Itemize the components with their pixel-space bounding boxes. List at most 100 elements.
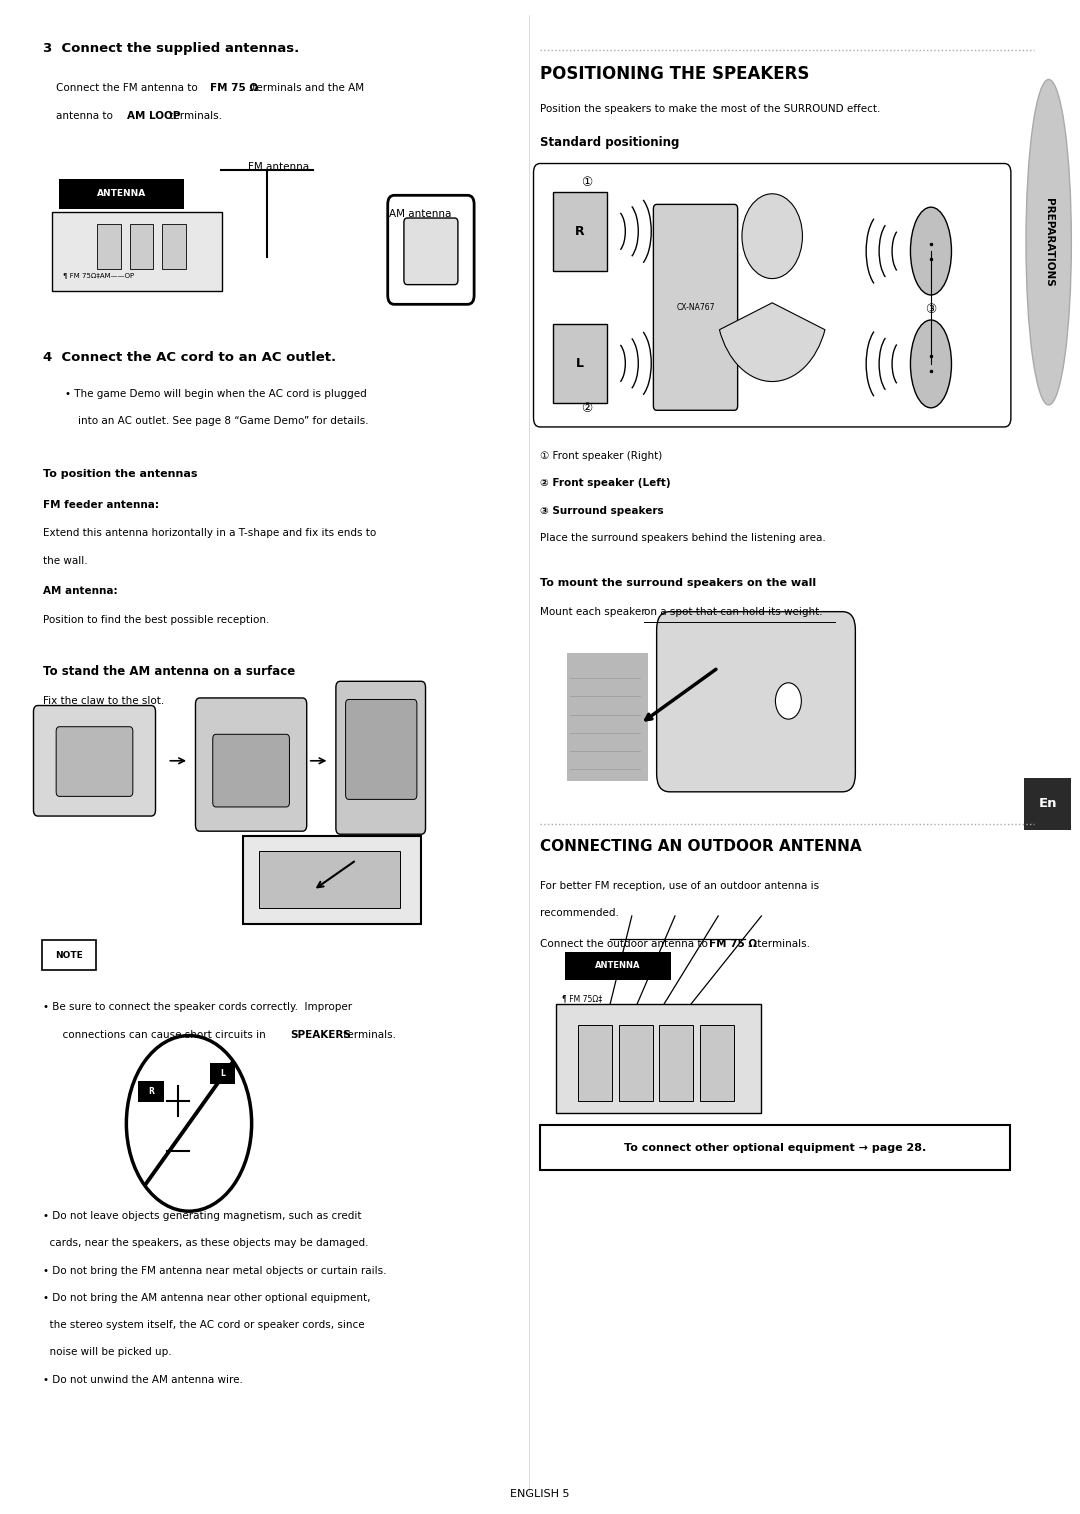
FancyBboxPatch shape: [56, 727, 133, 796]
Text: antenna to: antenna to: [43, 111, 117, 121]
FancyBboxPatch shape: [540, 1125, 1010, 1170]
Text: terminals and the AM: terminals and the AM: [249, 83, 364, 94]
FancyBboxPatch shape: [162, 224, 186, 269]
FancyBboxPatch shape: [534, 164, 1011, 427]
Text: For better FM reception, use of an outdoor antenna is: For better FM reception, use of an outdo…: [540, 881, 819, 892]
Text: • Do not bring the FM antenna near metal objects or curtain rails.: • Do not bring the FM antenna near metal…: [43, 1266, 387, 1276]
Text: To connect other optional equipment → page 28.: To connect other optional equipment → pa…: [624, 1143, 927, 1152]
Text: Connect the FM antenna to: Connect the FM antenna to: [43, 83, 201, 94]
Text: Position the speakers to make the most of the SURROUND effect.: Position the speakers to make the most o…: [540, 104, 880, 115]
FancyBboxPatch shape: [657, 612, 855, 792]
FancyBboxPatch shape: [556, 1004, 761, 1113]
Text: ENGLISH 5: ENGLISH 5: [510, 1488, 570, 1499]
Text: Connect the outdoor antenna to: Connect the outdoor antenna to: [540, 939, 711, 949]
Text: 4  Connect the AC cord to an AC outlet.: 4 Connect the AC cord to an AC outlet.: [43, 351, 336, 365]
Text: • The game Demo will begin when the AC cord is plugged: • The game Demo will begin when the AC c…: [65, 389, 366, 400]
FancyBboxPatch shape: [336, 681, 426, 834]
FancyBboxPatch shape: [130, 224, 153, 269]
FancyBboxPatch shape: [195, 698, 307, 831]
Text: Place the surround speakers behind the listening area.: Place the surround speakers behind the l…: [540, 533, 826, 544]
Text: noise will be picked up.: noise will be picked up.: [43, 1347, 172, 1358]
FancyBboxPatch shape: [700, 1025, 734, 1101]
Text: ANTENNA: ANTENNA: [97, 189, 147, 198]
Text: connections can cause short circuits in: connections can cause short circuits in: [56, 1030, 269, 1040]
FancyBboxPatch shape: [59, 179, 184, 209]
FancyBboxPatch shape: [346, 699, 417, 799]
Text: terminals.: terminals.: [165, 111, 221, 121]
Text: ③: ③: [926, 303, 936, 316]
FancyBboxPatch shape: [404, 218, 458, 285]
FancyBboxPatch shape: [567, 653, 648, 781]
Text: R: R: [576, 226, 584, 238]
Text: R: R: [148, 1087, 154, 1096]
Text: ANTENNA: ANTENNA: [595, 961, 640, 970]
Text: ①: ①: [581, 176, 592, 189]
Text: ① Front speaker (Right): ① Front speaker (Right): [540, 451, 662, 462]
Text: into an AC outlet. See page 8 “Game Demo” for details.: into an AC outlet. See page 8 “Game Demo…: [78, 416, 368, 427]
FancyBboxPatch shape: [653, 204, 738, 410]
Text: the wall.: the wall.: [43, 556, 87, 566]
Text: CONNECTING AN OUTDOOR ANTENNA: CONNECTING AN OUTDOOR ANTENNA: [540, 839, 862, 854]
FancyBboxPatch shape: [52, 212, 222, 291]
FancyBboxPatch shape: [97, 224, 121, 269]
FancyBboxPatch shape: [1024, 778, 1071, 830]
Text: recommended.: recommended.: [540, 908, 619, 919]
Circle shape: [775, 683, 801, 719]
FancyBboxPatch shape: [33, 706, 156, 816]
Text: terminals.: terminals.: [340, 1030, 396, 1040]
FancyBboxPatch shape: [553, 324, 607, 403]
Circle shape: [126, 1036, 252, 1211]
Text: PREPARATIONS: PREPARATIONS: [1043, 198, 1054, 286]
Text: ¶ FM 75Ω‡: ¶ FM 75Ω‡: [562, 995, 602, 1004]
Text: • Do not bring the AM antenna near other optional equipment,: • Do not bring the AM antenna near other…: [43, 1293, 370, 1304]
FancyBboxPatch shape: [619, 1025, 653, 1101]
FancyBboxPatch shape: [213, 734, 289, 807]
Ellipse shape: [910, 207, 951, 295]
Text: FM 75 Ω: FM 75 Ω: [210, 83, 258, 94]
Text: En: En: [1038, 798, 1057, 810]
Text: To position the antennas: To position the antennas: [43, 469, 198, 480]
Text: CX-NA767: CX-NA767: [676, 303, 715, 312]
Ellipse shape: [1026, 80, 1071, 404]
Text: SPEAKERS: SPEAKERS: [289, 1030, 351, 1040]
Text: Mount each speaker: Mount each speaker: [540, 607, 649, 618]
Text: NOTE: NOTE: [55, 951, 83, 960]
Text: POSITIONING THE SPEAKERS: POSITIONING THE SPEAKERS: [540, 65, 809, 83]
Text: FM feeder antenna:: FM feeder antenna:: [43, 500, 159, 510]
FancyBboxPatch shape: [565, 952, 671, 980]
Text: AM antenna: AM antenna: [389, 209, 451, 220]
Text: on a spot that can hold its weight.: on a spot that can hold its weight.: [644, 607, 822, 618]
Text: ③ Surround speakers: ③ Surround speakers: [540, 506, 663, 516]
Text: Standard positioning: Standard positioning: [540, 136, 679, 150]
Text: Position to find the best possible reception.: Position to find the best possible recep…: [43, 615, 270, 625]
FancyBboxPatch shape: [243, 836, 421, 924]
Text: • Be sure to connect the speaker cords correctly.  Improper: • Be sure to connect the speaker cords c…: [43, 1002, 352, 1013]
Text: • Do not leave objects generating magnetism, such as credit: • Do not leave objects generating magnet…: [43, 1211, 362, 1222]
Text: ② Front speaker (Left): ② Front speaker (Left): [540, 478, 671, 489]
Text: AM antenna:: AM antenna:: [43, 586, 118, 597]
FancyBboxPatch shape: [553, 192, 607, 271]
Text: L: L: [576, 357, 584, 369]
Wedge shape: [719, 303, 825, 382]
Text: Fix the claw to the slot.: Fix the claw to the slot.: [43, 696, 164, 707]
Text: L: L: [220, 1069, 225, 1078]
Text: ②: ②: [581, 401, 592, 415]
FancyBboxPatch shape: [388, 195, 474, 304]
FancyBboxPatch shape: [259, 851, 400, 908]
Text: cards, near the speakers, as these objects may be damaged.: cards, near the speakers, as these objec…: [43, 1238, 368, 1249]
Text: AM LOOP: AM LOOP: [126, 111, 180, 121]
Text: ¶ FM 75Ω‡AM——OP: ¶ FM 75Ω‡AM——OP: [63, 273, 134, 279]
Text: To mount the surround speakers on the wall: To mount the surround speakers on the wa…: [540, 578, 816, 589]
Text: the stereo system itself, the AC cord or speaker cords, since: the stereo system itself, the AC cord or…: [43, 1320, 365, 1331]
Text: FM 75 Ω: FM 75 Ω: [710, 939, 757, 949]
Text: terminals.: terminals.: [755, 939, 810, 949]
Ellipse shape: [910, 319, 951, 407]
Circle shape: [742, 194, 802, 279]
FancyBboxPatch shape: [659, 1025, 693, 1101]
Text: 3  Connect the supplied antennas.: 3 Connect the supplied antennas.: [43, 42, 299, 56]
FancyBboxPatch shape: [578, 1025, 612, 1101]
Text: To stand the AM antenna on a surface: To stand the AM antenna on a surface: [43, 665, 296, 678]
FancyBboxPatch shape: [138, 1081, 164, 1102]
FancyBboxPatch shape: [210, 1063, 235, 1084]
FancyBboxPatch shape: [42, 940, 96, 970]
